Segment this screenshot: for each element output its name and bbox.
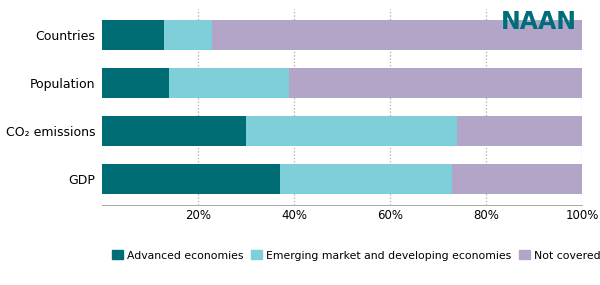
- Bar: [289, 68, 582, 98]
- Bar: [452, 164, 582, 194]
- Bar: [102, 20, 164, 50]
- Bar: [102, 68, 169, 98]
- Bar: [457, 116, 582, 146]
- Bar: [164, 20, 212, 50]
- Bar: [246, 116, 457, 146]
- Bar: [102, 116, 246, 146]
- Bar: [212, 20, 582, 50]
- Text: NAAN: NAAN: [501, 10, 577, 34]
- Legend: Advanced economies, Emerging market and developing economies, Not covered: Advanced economies, Emerging market and …: [107, 246, 600, 265]
- Bar: [102, 164, 280, 194]
- Bar: [169, 68, 289, 98]
- Bar: [280, 164, 452, 194]
